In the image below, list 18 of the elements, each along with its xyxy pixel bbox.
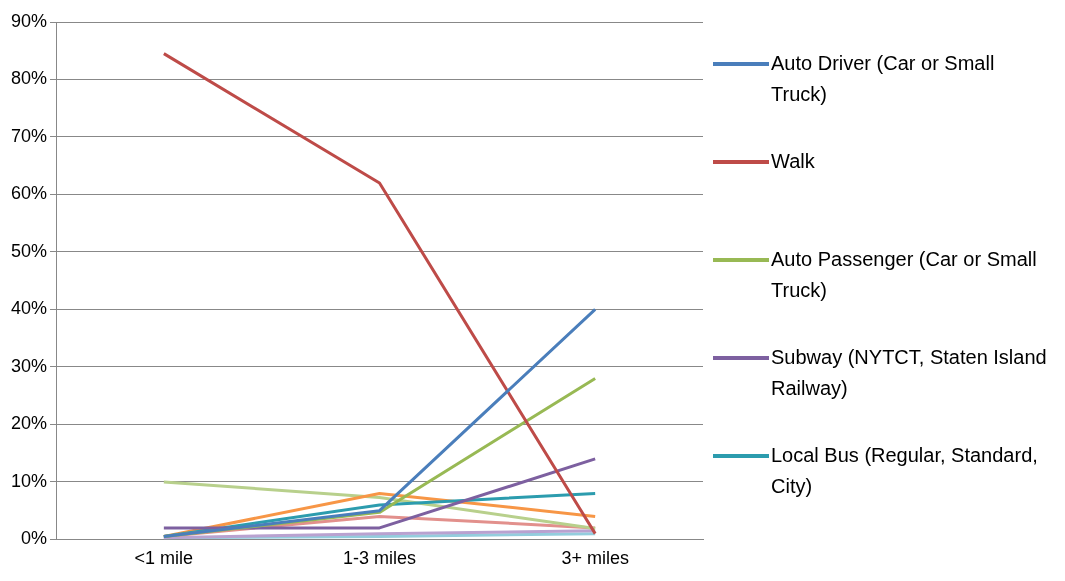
legend-label: Auto Driver (Car or Small Truck) [771,51,996,107]
legend-label: Local Bus (Regular, Standard, City) [771,443,1039,499]
x-tick-label: <1 mile [134,548,194,569]
y-tick-label: 0% [21,528,48,549]
y-tick-label: 80% [11,68,48,89]
x-tick-label: 3+ miles [561,548,629,569]
legend-label: Subway (NYTCT, Staten Island Railway) [771,345,1048,401]
y-tick-label: 30% [11,355,48,376]
y-tick-label: 90% [11,10,48,31]
y-tick-label: 10% [11,470,48,491]
y-tick-label: 40% [11,298,48,319]
legend-label: Auto Passenger (Car or Small Truck) [771,247,1038,303]
y-tick-label: 70% [11,125,48,146]
y-tick-label: 50% [11,240,48,261]
legend-label: Walk [771,149,815,174]
y-tick-label: 20% [11,413,48,434]
y-tick-label: 60% [11,183,48,204]
x-tick-label: 1-3 miles [343,548,417,569]
